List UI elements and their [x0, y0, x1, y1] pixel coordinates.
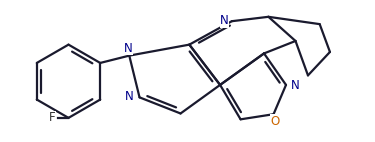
Text: N: N [220, 14, 229, 27]
Text: N: N [125, 90, 134, 103]
Text: F: F [49, 111, 56, 124]
Text: N: N [123, 42, 132, 55]
Text: O: O [270, 115, 280, 128]
Text: N: N [291, 79, 300, 92]
